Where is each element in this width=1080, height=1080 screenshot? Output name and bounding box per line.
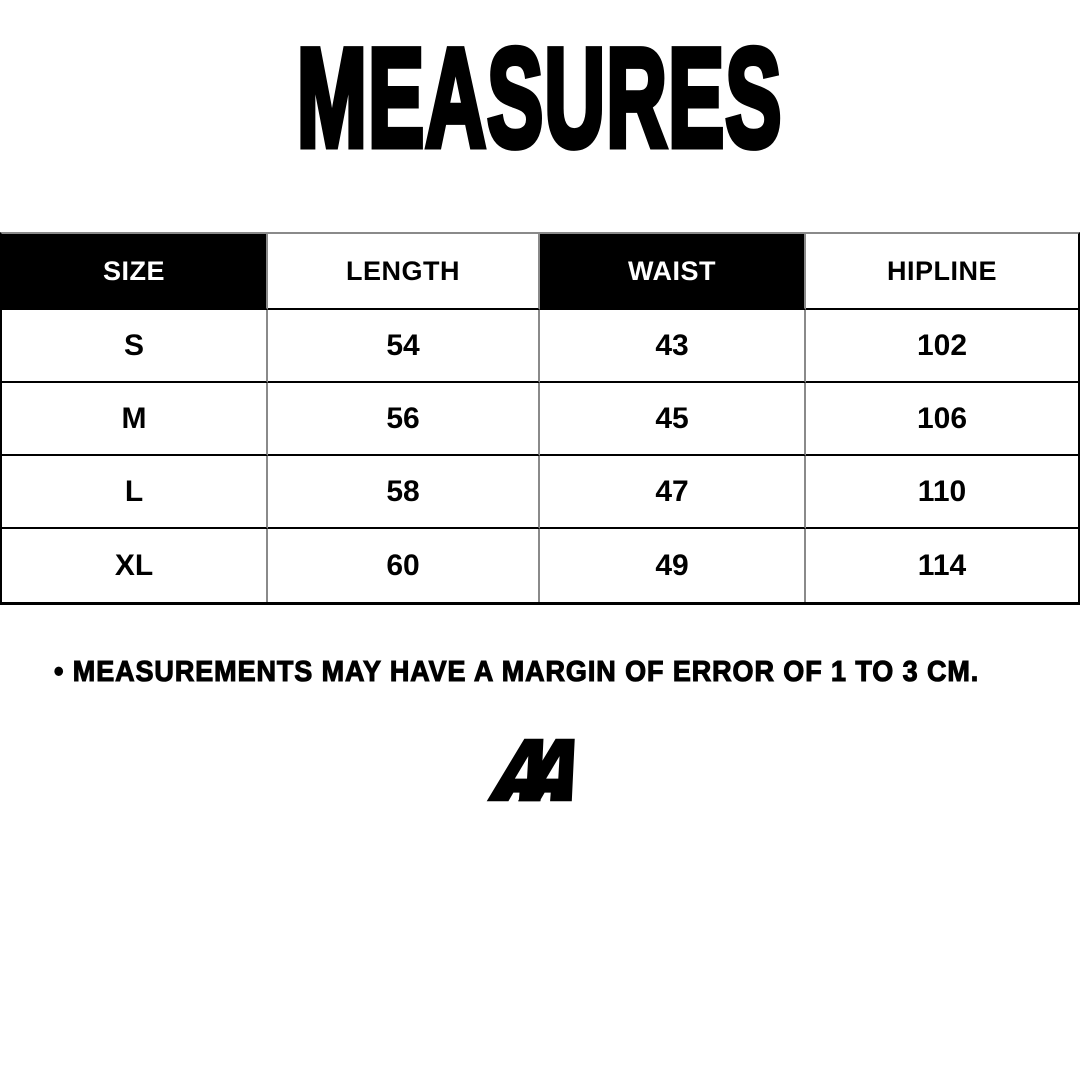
header-cell-hipline: HIPLINE bbox=[806, 234, 1078, 310]
header-cell-length: LENGTH bbox=[268, 234, 540, 310]
margin-of-error-note: • MEASUREMENTS MAY HAVE A MARGIN OF ERRO… bbox=[53, 655, 980, 688]
table-cell-hipline-s: 102 bbox=[806, 310, 1078, 383]
table-cell-length-m: 56 bbox=[268, 383, 540, 456]
size-table: SIZE LENGTH WAIST HIPLINE S 54 43 102 M … bbox=[0, 232, 1080, 605]
table-cell-length-xl: 60 bbox=[268, 529, 540, 602]
aa-logo-icon bbox=[486, 738, 575, 802]
page-title-wrap: MEASURES bbox=[0, 22, 1080, 174]
table-cell-length-s: 54 bbox=[268, 310, 540, 383]
table-cell-hipline-l: 110 bbox=[806, 456, 1078, 529]
table-cell-size-xl: XL bbox=[2, 529, 268, 602]
table-cell-waist-s: 43 bbox=[540, 310, 806, 383]
table-cell-waist-xl: 49 bbox=[540, 529, 806, 602]
header-cell-waist: WAIST bbox=[540, 234, 806, 310]
table-cell-waist-m: 45 bbox=[540, 383, 806, 456]
header-cell-size: SIZE bbox=[2, 234, 268, 310]
brand-logo bbox=[484, 736, 596, 804]
table-cell-size-m: M bbox=[2, 383, 268, 456]
table-cell-length-l: 58 bbox=[268, 456, 540, 529]
table-cell-hipline-xl: 114 bbox=[806, 529, 1078, 602]
page-title: MEASURES bbox=[295, 19, 784, 176]
table-cell-waist-l: 47 bbox=[540, 456, 806, 529]
table-cell-size-l: L bbox=[2, 456, 268, 529]
table-cell-size-s: S bbox=[2, 310, 268, 383]
table-cell-hipline-m: 106 bbox=[806, 383, 1078, 456]
